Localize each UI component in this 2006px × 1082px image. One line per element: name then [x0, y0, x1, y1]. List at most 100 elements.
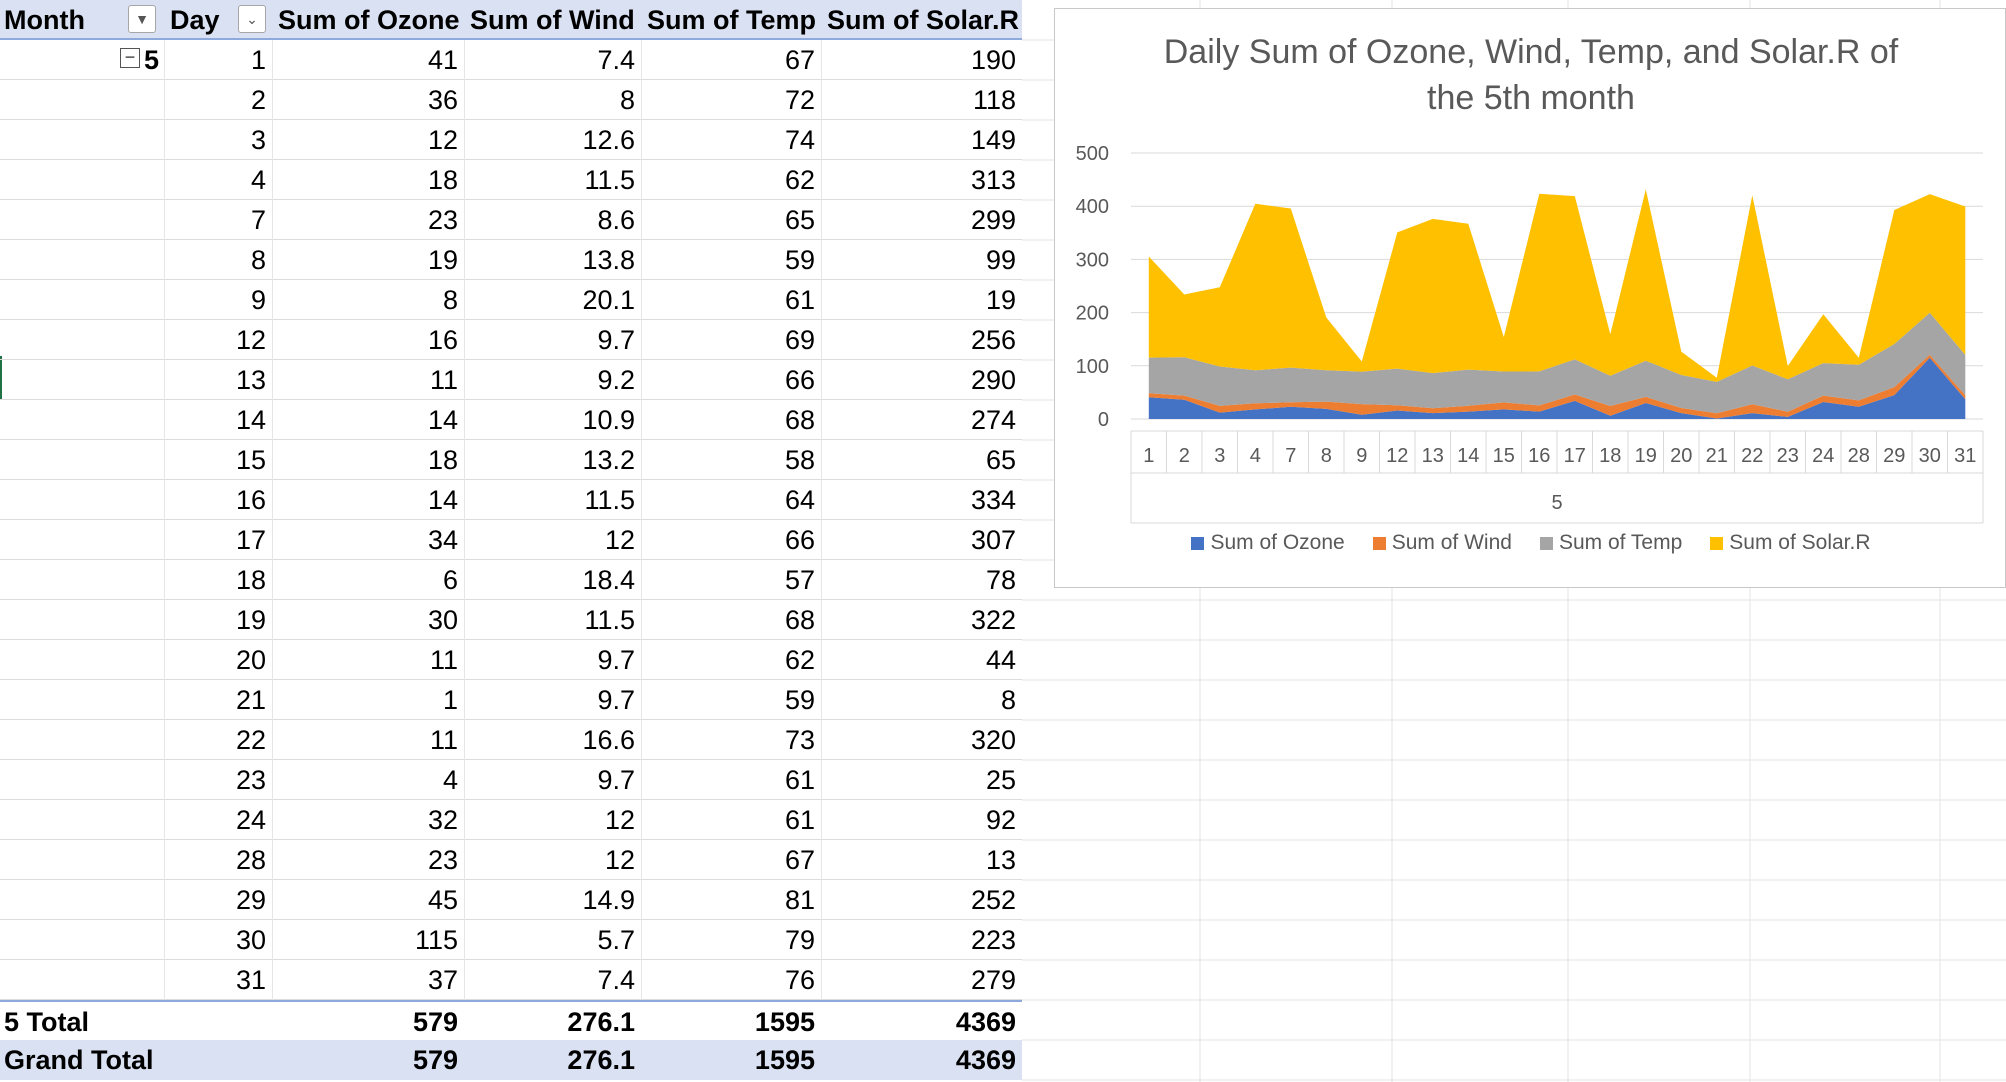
- solar-cell[interactable]: 334: [970, 485, 1016, 515]
- temp-cell[interactable]: 61: [784, 285, 815, 315]
- temp-cell[interactable]: 67: [784, 845, 815, 875]
- ozone-cell[interactable]: 16: [427, 325, 458, 355]
- ozone-cell[interactable]: 45: [427, 885, 458, 915]
- solar-cell[interactable]: 290: [970, 365, 1016, 395]
- wind-cell[interactable]: 12: [604, 805, 635, 835]
- subtotal-wind[interactable]: 276.1: [567, 1007, 635, 1037]
- wind-cell[interactable]: 13.2: [582, 445, 635, 475]
- wind-cell[interactable]: 13.8: [582, 245, 635, 275]
- solar-cell[interactable]: 313: [970, 165, 1016, 195]
- temp-cell[interactable]: 74: [784, 125, 815, 155]
- ozone-cell[interactable]: 36: [427, 85, 458, 115]
- temp-cell[interactable]: 81: [784, 885, 815, 915]
- temp-cell[interactable]: 67: [784, 45, 815, 75]
- ozone-cell[interactable]: 11: [429, 645, 458, 675]
- solar-cell[interactable]: 8: [1000, 685, 1016, 715]
- collapse-icon[interactable]: −: [120, 48, 140, 68]
- wind-cell[interactable]: 20.1: [582, 285, 635, 315]
- solar-cell[interactable]: 274: [970, 405, 1016, 435]
- ozone-cell[interactable]: 32: [427, 805, 458, 835]
- day-cell[interactable]: 9: [250, 285, 266, 315]
- wind-cell[interactable]: 8: [619, 85, 635, 115]
- header-solar[interactable]: Sum of Solar.R: [827, 5, 1020, 35]
- day-cell[interactable]: 18: [235, 565, 266, 595]
- header-ozone[interactable]: Sum of Ozone: [278, 5, 460, 35]
- temp-cell[interactable]: 76: [784, 965, 815, 995]
- day-cell[interactable]: 4: [250, 165, 266, 195]
- legend-item[interactable]: Sum of Solar.R: [1710, 531, 1871, 555]
- wind-cell[interactable]: 12: [604, 525, 635, 555]
- ozone-cell[interactable]: 1: [442, 685, 458, 715]
- wind-cell[interactable]: 11.5: [584, 605, 635, 635]
- day-cell[interactable]: 29: [235, 885, 266, 915]
- day-cell[interactable]: 17: [235, 525, 266, 555]
- ozone-cell[interactable]: 11: [429, 725, 458, 755]
- day-cell[interactable]: 15: [235, 445, 266, 475]
- day-cell[interactable]: 28: [235, 845, 266, 875]
- wind-cell[interactable]: 11.5: [584, 165, 635, 195]
- wind-cell[interactable]: 12: [604, 845, 635, 875]
- wind-cell[interactable]: 7.4: [597, 45, 635, 75]
- solar-cell[interactable]: 307: [970, 525, 1016, 555]
- day-cell[interactable]: 8: [250, 245, 266, 275]
- subtotal-label[interactable]: 5 Total: [4, 1007, 90, 1037]
- ozone-cell[interactable]: 4: [442, 765, 458, 795]
- header-day[interactable]: Day: [170, 5, 220, 35]
- temp-cell[interactable]: 57: [784, 565, 815, 595]
- day-cell[interactable]: 1: [250, 45, 266, 75]
- wind-cell[interactable]: 5.7: [597, 925, 635, 955]
- header-temp[interactable]: Sum of Temp: [647, 5, 817, 35]
- legend-item[interactable]: Sum of Wind: [1372, 531, 1512, 555]
- wind-cell[interactable]: 16.6: [582, 725, 635, 755]
- wind-cell[interactable]: 7.4: [597, 965, 635, 995]
- grand-total-solar[interactable]: 4369: [955, 1045, 1016, 1075]
- temp-cell[interactable]: 69: [784, 325, 815, 355]
- day-cell[interactable]: 23: [235, 765, 266, 795]
- day-cell[interactable]: 22: [235, 725, 266, 755]
- solar-cell[interactable]: 19: [985, 285, 1016, 315]
- temp-cell[interactable]: 66: [784, 365, 815, 395]
- wind-cell[interactable]: 10.9: [582, 405, 635, 435]
- temp-cell[interactable]: 59: [784, 685, 815, 715]
- chart-legend[interactable]: Sum of Ozone Sum of Wind Sum of Temp Sum of…: [1055, 531, 2006, 555]
- temp-cell[interactable]: 72: [784, 85, 815, 115]
- solar-cell[interactable]: 78: [985, 565, 1016, 595]
- ozone-cell[interactable]: 23: [427, 205, 458, 235]
- day-cell[interactable]: 13: [235, 365, 266, 395]
- temp-cell[interactable]: 61: [784, 765, 815, 795]
- subtotal-temp[interactable]: 1595: [754, 1007, 815, 1037]
- day-cell[interactable]: 20: [235, 645, 266, 675]
- ozone-cell[interactable]: 23: [427, 845, 458, 875]
- ozone-cell[interactable]: 6: [442, 565, 458, 595]
- header-wind[interactable]: Sum of Wind: [470, 5, 635, 35]
- day-cell[interactable]: 21: [235, 685, 266, 715]
- ozone-cell[interactable]: 11: [429, 365, 458, 395]
- chart-title[interactable]: Daily Sum of Ozone, Wind, Temp, and Sola…: [1055, 29, 2006, 121]
- day-cell[interactable]: 14: [235, 405, 266, 435]
- day-cell[interactable]: 7: [250, 205, 266, 235]
- day-cell[interactable]: 30: [235, 925, 266, 955]
- wind-cell[interactable]: 9.7: [597, 765, 635, 795]
- temp-cell[interactable]: 65: [784, 205, 815, 235]
- subtotal-solar[interactable]: 4369: [955, 1007, 1016, 1037]
- solar-cell[interactable]: 149: [970, 125, 1016, 155]
- wind-cell[interactable]: 14.9: [582, 885, 635, 915]
- ozone-cell[interactable]: 41: [427, 45, 458, 75]
- solar-cell[interactable]: 256: [970, 325, 1016, 355]
- legend-item[interactable]: Sum of Ozone: [1191, 531, 1345, 555]
- temp-cell[interactable]: 59: [784, 245, 815, 275]
- wind-cell[interactable]: 11.5: [584, 485, 635, 515]
- ozone-cell[interactable]: 18: [427, 165, 458, 195]
- solar-cell[interactable]: 252: [970, 885, 1016, 915]
- legend-item[interactable]: Sum of Temp: [1539, 531, 1682, 555]
- wind-cell[interactable]: 9.7: [597, 325, 635, 355]
- solar-cell[interactable]: 44: [985, 645, 1016, 675]
- grand-total-label[interactable]: Grand Total: [4, 1045, 154, 1075]
- solar-cell[interactable]: 92: [985, 805, 1016, 835]
- day-cell[interactable]: 2: [250, 85, 266, 115]
- ozone-cell[interactable]: 19: [427, 245, 458, 275]
- ozone-cell[interactable]: 18: [427, 445, 458, 475]
- temp-cell[interactable]: 68: [784, 405, 815, 435]
- wind-cell[interactable]: 8.6: [597, 205, 635, 235]
